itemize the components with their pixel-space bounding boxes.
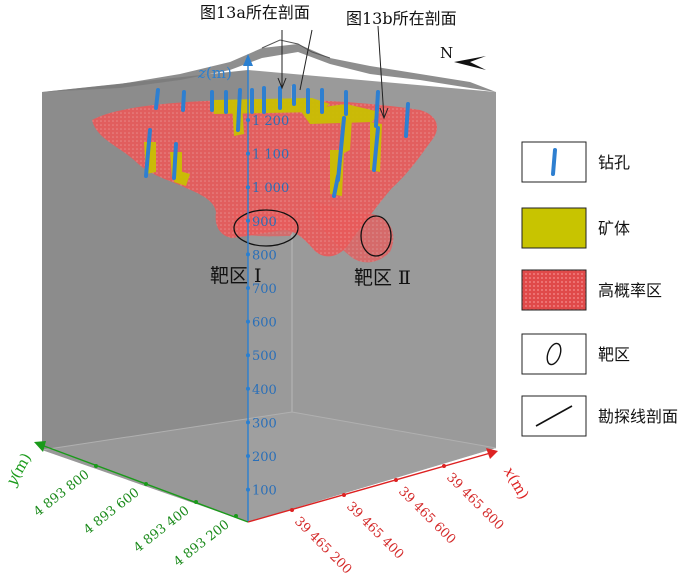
x-tick-label: 39 465 800 <box>443 470 506 533</box>
x-tick-label: 39 465 400 <box>343 499 406 562</box>
z-tick-mark <box>246 252 250 257</box>
legend-label: 高概率区 <box>598 281 662 300</box>
y-tick-label: 4 893 200 <box>171 517 232 570</box>
z-tick-label: 1 000 <box>252 181 289 196</box>
y-axis-arrow-icon <box>34 441 46 452</box>
legend-item-section: 勘探线剖面 <box>521 395 678 437</box>
y-tick-mark <box>144 482 148 486</box>
z-tick-mark <box>246 185 250 190</box>
z-axis: z(m) 1 200 1 100 1 000 900 800 700 600 500 400 30… <box>197 54 289 522</box>
callout-section-13b: 图13b所在剖面 <box>346 9 457 28</box>
ore-body <box>174 170 190 186</box>
target-zone-1-outline <box>233 209 299 247</box>
z-tick-mark <box>246 118 250 122</box>
legend-label: 钻孔 <box>598 153 630 172</box>
y-tick-label: 4 893 600 <box>81 485 142 538</box>
section-line-icon <box>535 405 573 427</box>
drillhole <box>372 126 380 172</box>
x-tick-label: 39 465 200 <box>291 514 354 574</box>
drillhole <box>144 128 152 178</box>
y-tick-mark <box>194 500 198 504</box>
z-tick-label: 1 200 <box>252 114 289 129</box>
drill-holes <box>144 84 410 198</box>
drillhole <box>181 90 186 112</box>
legend-label: 矿体 <box>598 219 630 238</box>
high-probability-swatch <box>521 269 587 311</box>
drillhole-icon <box>551 148 557 176</box>
target-zone-icon <box>546 342 562 366</box>
x-tick-mark <box>290 508 294 512</box>
high-probability-zone <box>92 99 437 263</box>
legend: 钻孔 矿体 高概率区 靶区 勘探线剖面 <box>521 141 678 437</box>
x-tick-mark <box>442 464 446 468</box>
legend-item-orebody: 矿体 <box>521 207 630 249</box>
z-tick-label: 100 <box>252 484 277 499</box>
z-tick-mark <box>246 218 250 223</box>
north-arrow-icon <box>454 56 486 70</box>
drillhole <box>404 102 410 138</box>
drillhole <box>172 142 178 180</box>
drillhole <box>332 174 340 198</box>
legend-label: 靶区 <box>598 345 630 364</box>
legend-item-drillhole: 钻孔 <box>521 141 630 183</box>
z-tick-label: 500 <box>252 349 277 364</box>
y-tick-mark <box>94 464 98 468</box>
x-tick-mark <box>342 493 346 497</box>
z-tick-label: 800 <box>252 248 277 263</box>
z-tick-mark <box>246 286 250 290</box>
z-tick-label: 900 <box>252 215 277 230</box>
terrain-surface <box>42 44 496 92</box>
x-tick-label: 39 465 600 <box>395 484 458 547</box>
y-tick-label: 4 893 800 <box>31 467 92 520</box>
orebody-swatch <box>521 207 587 249</box>
block-floor <box>42 412 496 522</box>
drillhole <box>336 116 346 182</box>
z-tick-mark <box>246 487 250 492</box>
drillhole <box>374 90 380 128</box>
z-axis-arrow-icon <box>243 54 253 66</box>
z-tick-label: 400 <box>252 383 277 398</box>
legend-item-high-probability: 高概率区 <box>521 269 662 311</box>
z-tick-mark <box>246 386 250 391</box>
z-tick-mark <box>246 151 250 156</box>
legend-box <box>521 333 587 375</box>
target-zone-2-outline <box>360 215 392 257</box>
y-tick-mark <box>234 514 238 518</box>
callout-section-13a: 图13a所在剖面 <box>200 3 310 22</box>
z-tick-label: 600 <box>252 316 277 331</box>
target-zone-2-label: 靶区 Ⅱ <box>354 267 411 289</box>
z-tick-mark <box>246 353 250 358</box>
z-tick-label: 700 <box>252 282 277 297</box>
x-axis-arrow-icon <box>486 448 498 459</box>
legend-label: 勘探线剖面 <box>598 407 678 426</box>
x-axis-label: x(m) <box>500 464 533 503</box>
z-tick-mark <box>246 420 250 425</box>
z-axis-label: z(m) <box>197 64 232 82</box>
z-tick-mark <box>246 454 250 458</box>
z-tick-label: 300 <box>252 416 277 431</box>
red-cloud-lower <box>310 200 394 263</box>
x-tick-mark <box>394 478 398 482</box>
legend-item-target: 靶区 <box>521 333 630 375</box>
x-axis-line <box>247 451 495 523</box>
section-callouts <box>277 25 389 120</box>
z-tick-label: 200 <box>252 450 277 465</box>
z-tick-mark <box>246 319 250 324</box>
north-label: N <box>440 44 453 62</box>
z-axis-ticks: 1 200 1 100 1 000 900 800 700 600 500 400 300 200 1… <box>246 114 289 499</box>
north-arrow: N <box>440 44 486 70</box>
target-zones <box>233 209 392 257</box>
drillhole <box>154 88 160 110</box>
y-axis-label: y(m) <box>2 450 35 490</box>
z-tick-label: 1 100 <box>252 148 289 163</box>
drillhole <box>236 88 242 132</box>
